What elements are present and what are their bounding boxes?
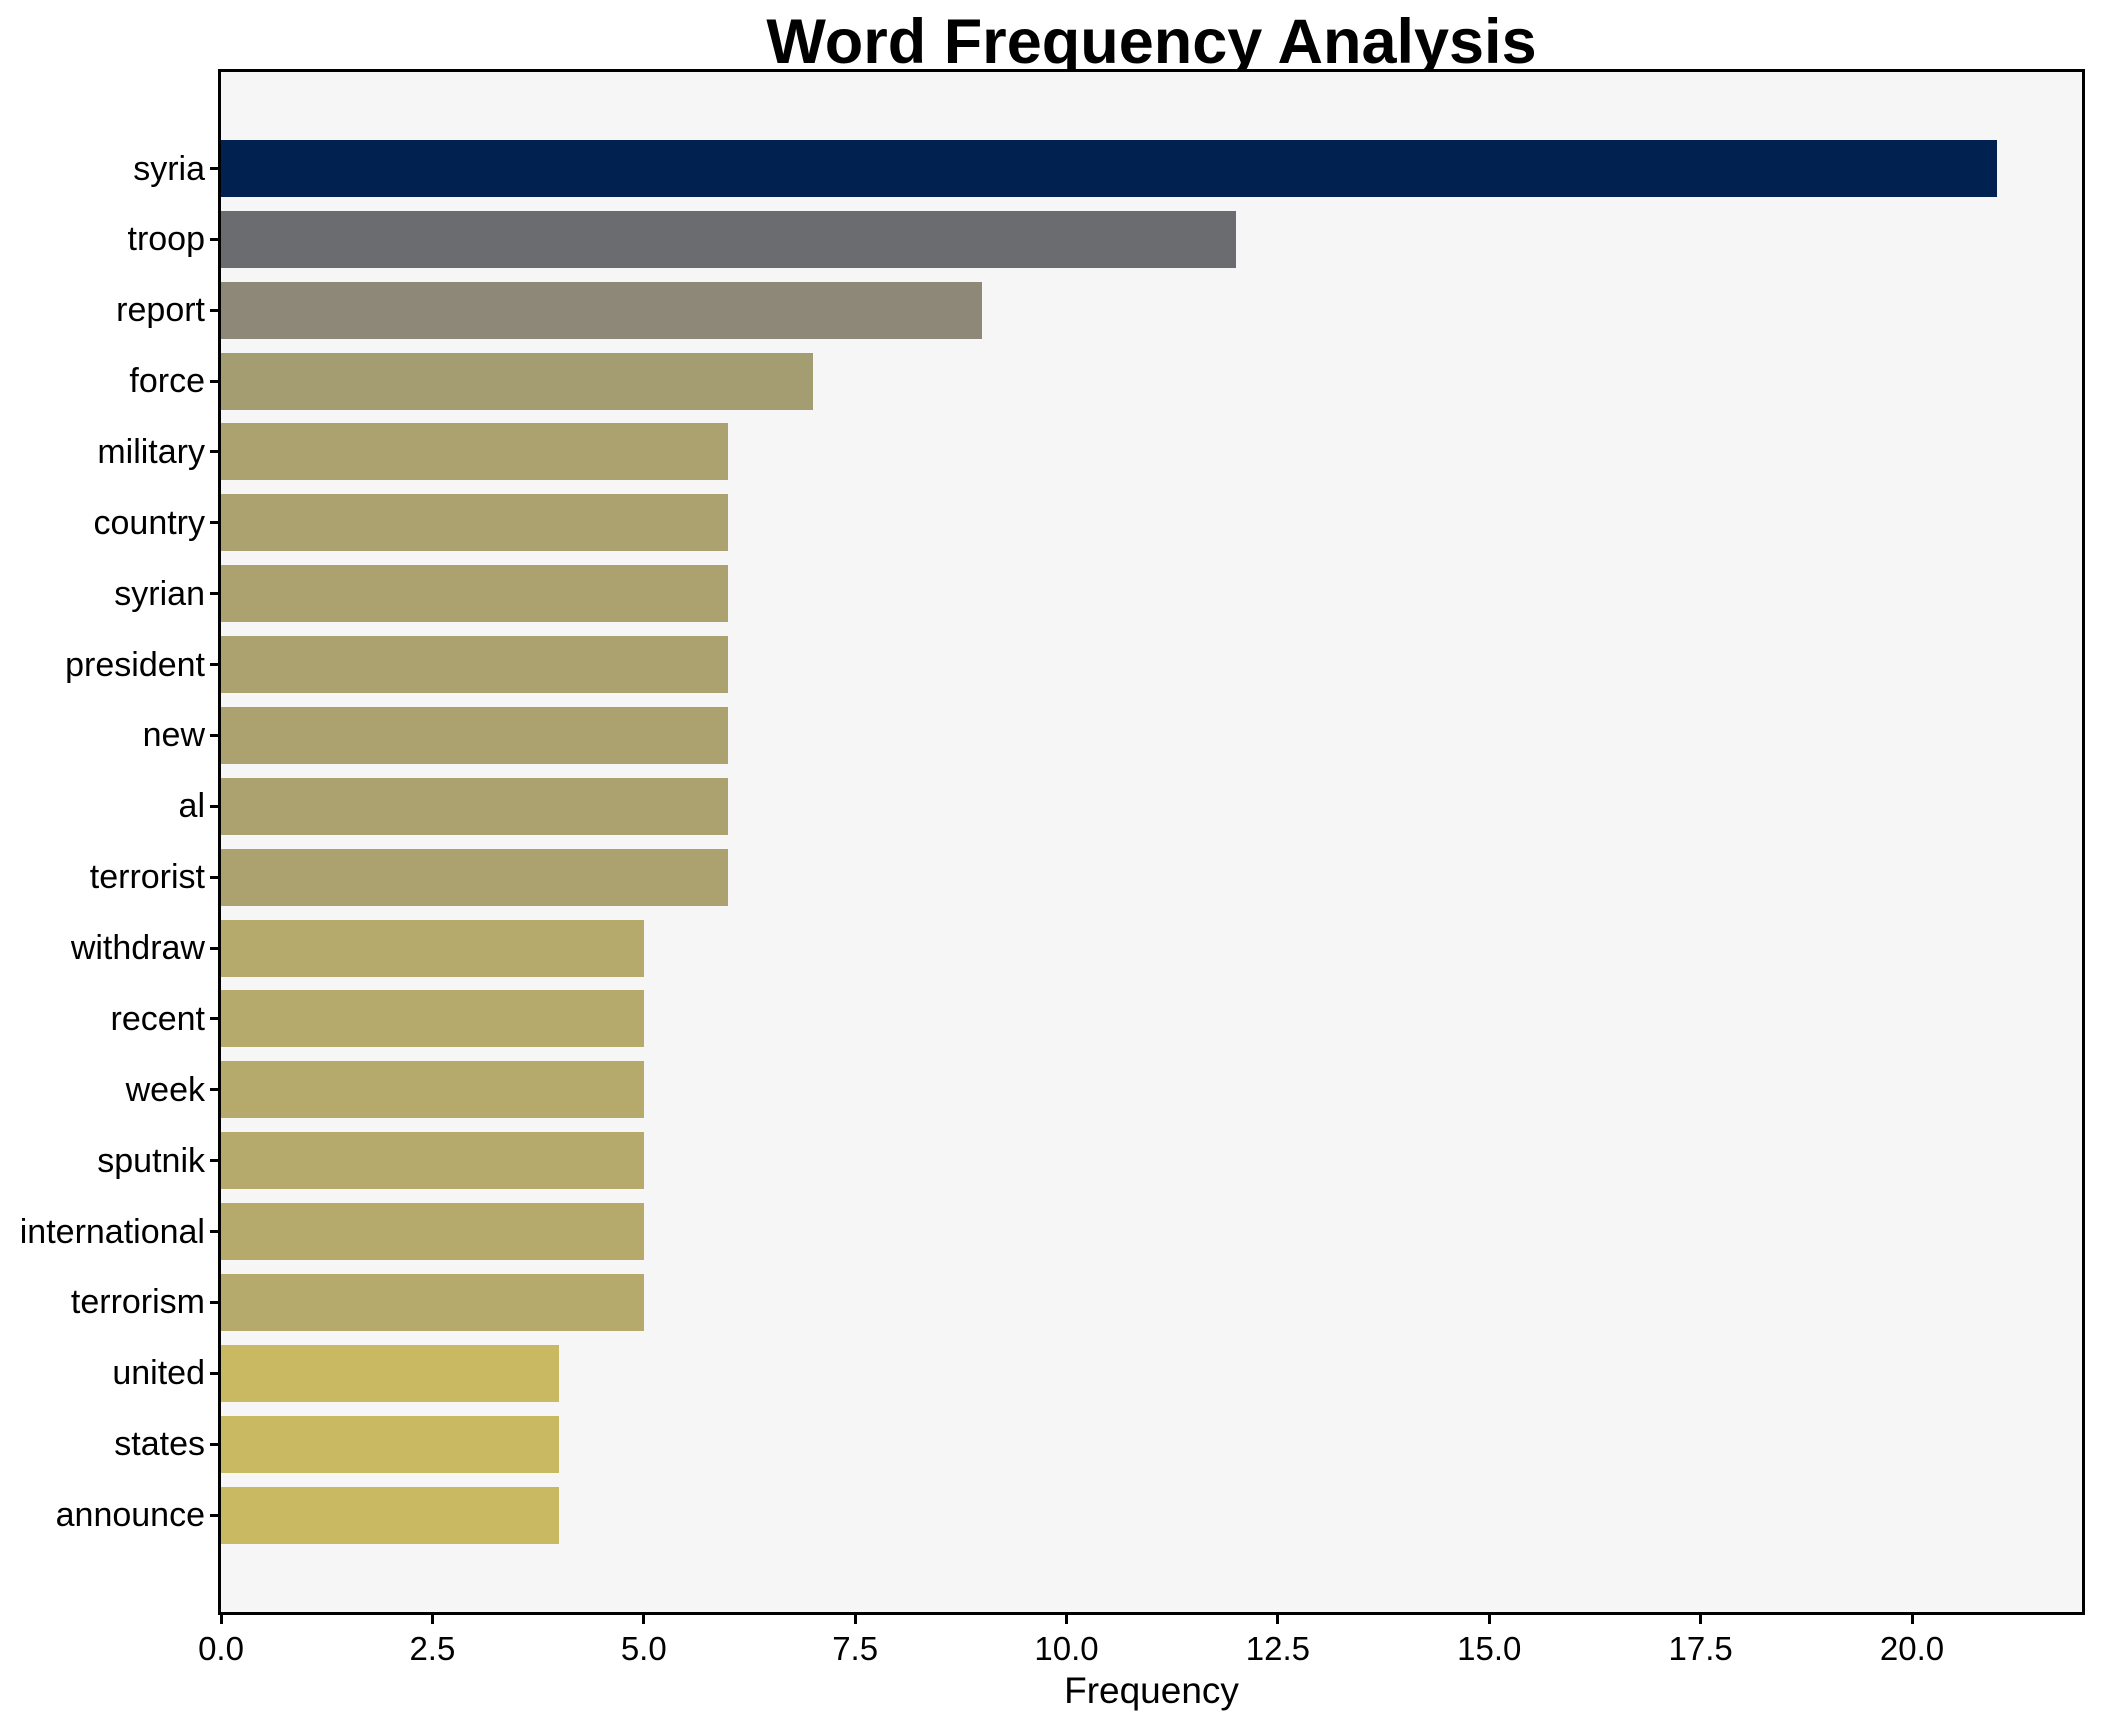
y-tick-label-recent: recent — [110, 999, 206, 1038]
y-tick-withdraw — [210, 946, 221, 950]
y-tick-syria — [210, 167, 221, 170]
y-tick-united — [210, 1371, 221, 1375]
bar-week — [221, 1061, 644, 1119]
y-tick-label-week: week — [125, 1070, 205, 1109]
x-tick-label-7.5: 7.5 — [832, 1630, 879, 1667]
y-tick-label-al: al — [178, 787, 205, 826]
y-tick-al — [210, 804, 221, 808]
chart-title: Word Frequency Analysis — [766, 7, 1537, 77]
bar-al — [221, 777, 729, 835]
y-tick-label-force: force — [129, 362, 205, 401]
bar-terrorist — [221, 848, 729, 906]
bar-recent — [221, 990, 644, 1048]
x-tick-label-2.5: 2.5 — [409, 1630, 456, 1667]
x-axis-label: Frequency — [1064, 1670, 1239, 1711]
y-tick-label-troop: troop — [127, 220, 206, 259]
y-tick-syrian — [210, 592, 221, 596]
x-tick-17.5 — [1699, 1614, 1703, 1624]
y-tick-label-states: states — [114, 1425, 205, 1464]
bar-terrorism — [221, 1273, 644, 1331]
bar-withdraw — [221, 919, 644, 977]
x-tick-label-0.0: 0.0 — [198, 1630, 244, 1667]
x-tick-7.5 — [853, 1614, 857, 1624]
x-tick-5.0 — [642, 1614, 646, 1624]
x-tick-label-15.0: 15.0 — [1457, 1630, 1522, 1667]
bar-force — [221, 352, 813, 410]
x-tick-label-12.5: 12.5 — [1245, 1630, 1310, 1667]
x-tick-20.0 — [1910, 1614, 1914, 1624]
y-tick-label-announce: announce — [55, 1496, 205, 1535]
bar-syrian — [221, 565, 729, 623]
bar-syria — [221, 140, 1997, 197]
y-tick-announce — [210, 1513, 221, 1517]
bars-layer — [221, 72, 2082, 1612]
x-tick-label-10.0: 10.0 — [1034, 1630, 1099, 1667]
y-tick-president — [210, 663, 221, 667]
y-tick-label-terrorist: terrorist — [89, 858, 205, 897]
y-tick-country — [210, 521, 221, 525]
y-tick-troop — [210, 237, 221, 241]
x-tick-15.0 — [1487, 1614, 1491, 1624]
y-tick-label-syrian: syrian — [114, 574, 205, 613]
y-tick-label-country: country — [93, 503, 206, 542]
y-tick-international — [210, 1230, 221, 1234]
bar-sputnik — [221, 1132, 644, 1190]
y-tick-label-united: united — [112, 1354, 205, 1393]
y-tick-week — [210, 1088, 221, 1092]
y-tick-terrorist — [210, 875, 221, 879]
x-tick-0.0 — [219, 1614, 223, 1624]
y-tick-report — [210, 308, 221, 312]
bar-troop — [221, 210, 1236, 268]
y-tick-label-sputnik: sputnik — [97, 1141, 205, 1180]
bar-president — [221, 636, 729, 694]
x-tick-12.5 — [1276, 1614, 1280, 1624]
y-tick-force — [210, 379, 221, 383]
bar-international — [221, 1203, 644, 1261]
bar-united — [221, 1344, 560, 1402]
bar-new — [221, 706, 729, 764]
x-tick-2.5 — [430, 1614, 434, 1624]
x-tick-label-20.0: 20.0 — [1879, 1630, 1945, 1667]
y-tick-new — [210, 733, 221, 737]
y-tick-label-military: military — [97, 432, 205, 471]
y-tick-recent — [210, 1017, 221, 1021]
x-tick-10.0 — [1065, 1614, 1068, 1624]
x-tick-label-5.0: 5.0 — [620, 1630, 667, 1667]
y-tick-label-president: president — [65, 645, 205, 684]
y-tick-label-international: international — [19, 1212, 205, 1251]
bar-states — [221, 1415, 560, 1473]
bar-announce — [221, 1486, 560, 1544]
y-tick-label-syria: syria — [133, 149, 205, 188]
bar-country — [221, 494, 729, 552]
x-tick-label-17.5: 17.5 — [1668, 1630, 1733, 1667]
y-tick-label-withdraw: withdraw — [70, 929, 205, 968]
y-tick-terrorism — [210, 1300, 221, 1304]
bar-military — [221, 423, 729, 481]
bar-report — [221, 281, 982, 339]
y-tick-sputnik — [210, 1159, 221, 1163]
y-tick-label-terrorism: terrorism — [70, 1283, 205, 1322]
y-tick-label-new: new — [142, 716, 205, 755]
y-tick-military — [210, 450, 221, 454]
y-tick-label-report: report — [116, 291, 205, 330]
y-tick-states — [210, 1442, 221, 1446]
